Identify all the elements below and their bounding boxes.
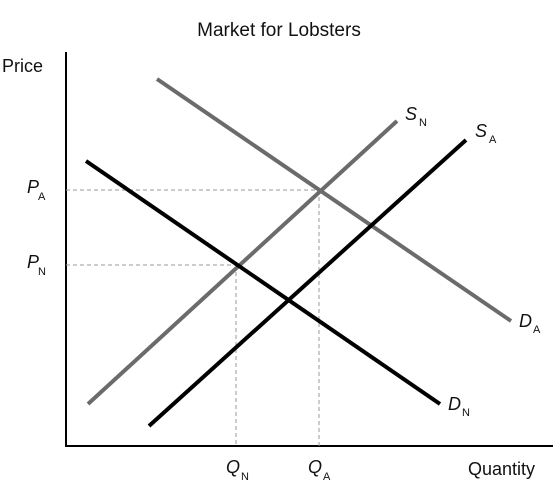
diagram-title: Market for Lobsters — [197, 20, 361, 41]
supply-curve-a — [147, 138, 468, 428]
curve-label-letter: S — [475, 121, 487, 141]
curve-label-sub: A — [533, 324, 541, 336]
tick-label-letter: P — [27, 252, 39, 272]
curve-label-letter: D — [448, 394, 461, 414]
tick-label-sub: A — [323, 471, 331, 483]
tick-label-sub: N — [38, 266, 46, 278]
x-axis-label: Quantity — [468, 459, 535, 479]
tick-label-q-a: Q A — [308, 457, 331, 483]
curve-label-demand-n: D N — [448, 394, 470, 419]
curve-label-sub: N — [462, 407, 470, 419]
guide-lines — [66, 189, 320, 446]
tick-label-sub: N — [241, 471, 249, 483]
curve-label-letter: D — [519, 311, 532, 331]
tick-label-p-a: P A — [27, 177, 46, 203]
curve-label-sub: N — [419, 117, 427, 129]
tick-label-letter: P — [27, 177, 39, 197]
tick-label-q-n: Q N — [226, 457, 249, 483]
y-axis-label: Price — [2, 56, 43, 76]
curve-label-demand-a: D A — [519, 311, 541, 336]
tick-label-letter: Q — [308, 457, 322, 477]
supply-curve-n — [86, 119, 399, 406]
tick-label-sub: A — [38, 191, 46, 203]
demand-curve-a — [155, 77, 513, 323]
tick-label-letter: Q — [226, 457, 240, 477]
curve-label-letter: S — [405, 104, 417, 124]
demand-curve-n — [84, 159, 442, 406]
tick-label-p-n: P N — [27, 252, 46, 278]
curve-label-sub: A — [489, 134, 497, 146]
curve-label-supply-a: S A — [475, 121, 497, 146]
curve-label-supply-n: S N — [405, 104, 427, 129]
